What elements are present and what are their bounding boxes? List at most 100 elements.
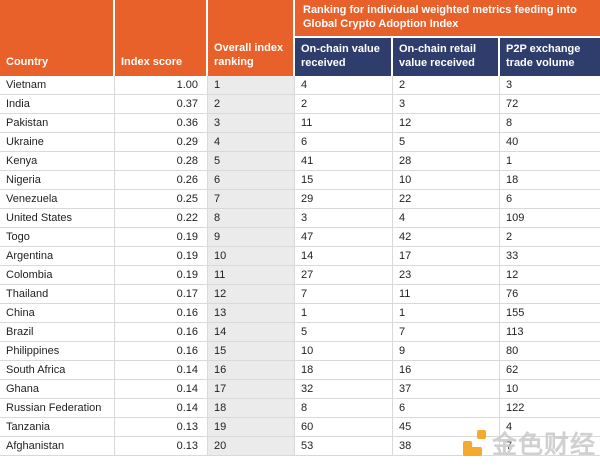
country-cell: Brazil bbox=[0, 322, 115, 342]
index-score-cell: 0.14 bbox=[115, 360, 208, 380]
country-cell: Ghana bbox=[0, 379, 115, 399]
onchain-value-cell: 53 bbox=[295, 436, 393, 456]
index-score-cell: 0.13 bbox=[115, 436, 208, 456]
p2p-volume-cell: 72 bbox=[500, 94, 600, 114]
p2p-volume-cell: 1 bbox=[500, 151, 600, 171]
country-cell: Togo bbox=[0, 227, 115, 247]
onchain-value-cell: 14 bbox=[295, 246, 393, 266]
overall-ranking-cell: 1 bbox=[208, 75, 295, 95]
index-score-cell: 0.14 bbox=[115, 398, 208, 418]
overall-ranking-cell: 14 bbox=[208, 322, 295, 342]
p2p-volume-cell: 18 bbox=[500, 170, 600, 190]
onchain-value-cell: 11 bbox=[295, 113, 393, 133]
overall-ranking-cell: 6 bbox=[208, 170, 295, 190]
onchain-retail-cell: 28 bbox=[393, 151, 500, 171]
p2p-volume-cell: 109 bbox=[500, 208, 600, 228]
overall-ranking-cell: 11 bbox=[208, 265, 295, 285]
table-row: Vietnam 1.00 1 4 2 3 bbox=[0, 75, 600, 95]
col-header-overall-ranking: Overall index ranking bbox=[208, 0, 295, 76]
country-cell: China bbox=[0, 303, 115, 323]
country-cell: India bbox=[0, 94, 115, 114]
country-cell: Russian Federation bbox=[0, 398, 115, 418]
onchain-retail-cell: 5 bbox=[393, 132, 500, 152]
onchain-value-cell: 1 bbox=[295, 303, 393, 323]
table-row: Thailand 0.17 12 7 11 76 bbox=[0, 284, 600, 304]
onchain-retail-cell: 7 bbox=[393, 322, 500, 342]
overall-ranking-cell: 10 bbox=[208, 246, 295, 266]
p2p-volume-cell: 33 bbox=[500, 246, 600, 266]
index-score-cell: 0.25 bbox=[115, 189, 208, 209]
p2p-volume-cell: 40 bbox=[500, 132, 600, 152]
onchain-value-cell: 4 bbox=[295, 75, 393, 95]
header-row-group: Country Index score Overall index rankin… bbox=[0, 0, 600, 76]
overall-ranking-cell: 4 bbox=[208, 132, 295, 152]
col-header-p2p-volume: P2P exchange trade volume bbox=[500, 37, 600, 76]
p2p-volume-cell: 122 bbox=[500, 398, 600, 418]
onchain-retail-cell: 12 bbox=[393, 113, 500, 133]
overall-ranking-cell: 8 bbox=[208, 208, 295, 228]
index-score-cell: 0.19 bbox=[115, 265, 208, 285]
onchain-value-cell: 3 bbox=[295, 208, 393, 228]
col-header-onchain-value: On-chain value received bbox=[295, 37, 393, 76]
country-cell: Tanzania bbox=[0, 417, 115, 437]
col-header-country: Country bbox=[0, 0, 115, 76]
index-score-cell: 0.19 bbox=[115, 246, 208, 266]
onchain-retail-cell: 37 bbox=[393, 379, 500, 399]
country-cell: Thailand bbox=[0, 284, 115, 304]
table-row: Nigeria 0.26 6 15 10 18 bbox=[0, 170, 600, 190]
index-score-cell: 0.16 bbox=[115, 303, 208, 323]
onchain-value-cell: 8 bbox=[295, 398, 393, 418]
p2p-volume-cell: 12 bbox=[500, 265, 600, 285]
country-cell: Afghanistan bbox=[0, 436, 115, 456]
onchain-value-cell: 6 bbox=[295, 132, 393, 152]
onchain-value-cell: 60 bbox=[295, 417, 393, 437]
overall-ranking-cell: 15 bbox=[208, 341, 295, 361]
country-cell: Colombia bbox=[0, 265, 115, 285]
onchain-value-cell: 32 bbox=[295, 379, 393, 399]
country-cell: United States bbox=[0, 208, 115, 228]
index-score-cell: 0.13 bbox=[115, 417, 208, 437]
onchain-retail-cell: 42 bbox=[393, 227, 500, 247]
onchain-value-cell: 47 bbox=[295, 227, 393, 247]
col-header-onchain-retail: On-chain retail value received bbox=[393, 37, 500, 76]
onchain-value-cell: 15 bbox=[295, 170, 393, 190]
table-row: Ukraine 0.29 4 6 5 40 bbox=[0, 132, 600, 152]
onchain-retail-cell: 23 bbox=[393, 265, 500, 285]
p2p-volume-cell: 8 bbox=[500, 113, 600, 133]
index-score-cell: 0.26 bbox=[115, 170, 208, 190]
overall-ranking-cell: 19 bbox=[208, 417, 295, 437]
p2p-volume-cell: 155 bbox=[500, 303, 600, 323]
onchain-retail-cell: 2 bbox=[393, 75, 500, 95]
table-row: Colombia 0.19 11 27 23 12 bbox=[0, 265, 600, 285]
p2p-volume-cell: 3 bbox=[500, 75, 600, 95]
country-cell: Venezuela bbox=[0, 189, 115, 209]
group-header-weighted-metrics: Ranking for individual weighted metrics … bbox=[295, 0, 600, 38]
onchain-retail-cell: 4 bbox=[393, 208, 500, 228]
header-row-metrics: On-chain value received On-chain retail … bbox=[0, 37, 600, 76]
onchain-retail-cell: 3 bbox=[393, 94, 500, 114]
onchain-value-cell: 27 bbox=[295, 265, 393, 285]
index-score-cell: 0.36 bbox=[115, 113, 208, 133]
onchain-retail-cell: 1 bbox=[393, 303, 500, 323]
table-row: Argentina 0.19 10 14 17 33 bbox=[0, 246, 600, 266]
index-score-cell: 0.19 bbox=[115, 227, 208, 247]
index-score-cell: 0.22 bbox=[115, 208, 208, 228]
country-cell: Kenya bbox=[0, 151, 115, 171]
col-header-index-score: Index score bbox=[115, 0, 208, 76]
index-score-cell: 0.28 bbox=[115, 151, 208, 171]
p2p-volume-cell: 76 bbox=[500, 284, 600, 304]
index-score-cell: 0.29 bbox=[115, 132, 208, 152]
overall-ranking-cell: 12 bbox=[208, 284, 295, 304]
onchain-retail-cell: 9 bbox=[393, 341, 500, 361]
table-row: Ghana 0.14 17 32 37 10 bbox=[0, 379, 600, 399]
country-cell: Philippines bbox=[0, 341, 115, 361]
table-row: Philippines 0.16 15 10 9 80 bbox=[0, 341, 600, 361]
overall-ranking-cell: 7 bbox=[208, 189, 295, 209]
onchain-retail-cell: 11 bbox=[393, 284, 500, 304]
table-row: Venezuela 0.25 7 29 22 6 bbox=[0, 189, 600, 209]
table-row: Russian Federation 0.14 18 8 6 122 bbox=[0, 398, 600, 418]
country-cell: South Africa bbox=[0, 360, 115, 380]
onchain-retail-cell: 38 bbox=[393, 436, 500, 456]
country-cell: Ukraine bbox=[0, 132, 115, 152]
